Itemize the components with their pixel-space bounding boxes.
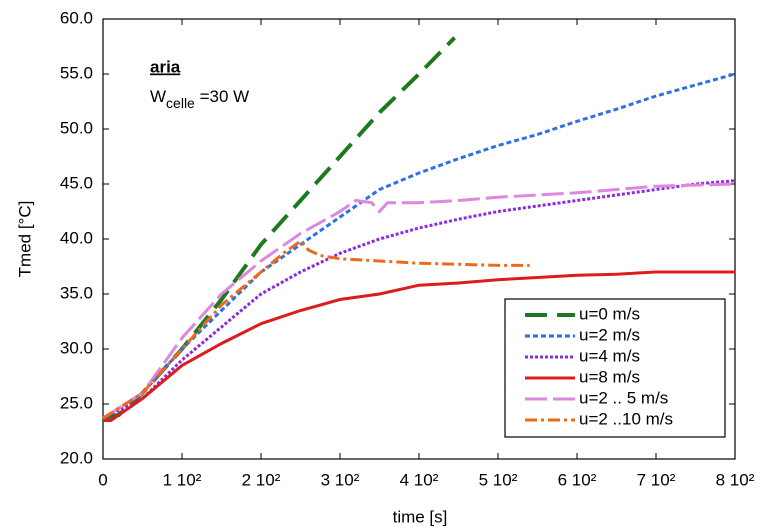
y-tick-label: 35.0	[60, 283, 93, 302]
x-tick-label: 5 10²	[479, 470, 518, 489]
y-tick-label: 20.0	[60, 448, 93, 467]
legend-box	[504, 298, 726, 438]
series-line	[102, 239, 530, 420]
legend-label: u=2 ..10 m/s	[579, 409, 673, 428]
legend-label: u=2 m/s	[579, 325, 640, 344]
x-tick-label: 6 10²	[558, 470, 597, 489]
x-tick-label: 8 10²	[716, 470, 755, 489]
y-tick-label: 50.0	[60, 118, 93, 137]
x-tick-label: 7 10²	[637, 470, 676, 489]
series-line	[103, 270, 735, 422]
annotation-part: W	[150, 87, 166, 106]
annotation: aria	[150, 57, 181, 76]
y-axis-label: Tmed [°C]	[15, 201, 34, 278]
legend-label: u=8 m/s	[579, 367, 640, 386]
annotation: Wcelle =30 W	[150, 87, 249, 110]
legend-label: u=4 m/s	[579, 346, 640, 365]
x-tick-label: 4 10²	[400, 470, 439, 489]
y-tick-label: 60.0	[60, 8, 93, 27]
series-line	[102, 72, 736, 420]
x-tick-label: 1 10²	[163, 470, 202, 489]
x-tick-label: 2 10²	[242, 470, 281, 489]
legend-label: u=2 .. 5 m/s	[579, 388, 668, 407]
y-tick-label: 40.0	[60, 228, 93, 247]
y-tick-label: 45.0	[60, 173, 93, 192]
x-axis-label: time [s]	[393, 507, 448, 526]
annotation-part: =30 W	[195, 87, 249, 106]
x-tick-label: 3 10²	[321, 470, 360, 489]
series-line	[102, 179, 736, 420]
y-tick-label: 55.0	[60, 63, 93, 82]
legend-label: u=0 m/s	[579, 304, 640, 323]
y-tick-label: 30.0	[60, 338, 93, 357]
annotation-part: celle	[166, 95, 195, 111]
y-tick-label: 25.0	[60, 393, 93, 412]
x-tick-label: 0	[98, 470, 107, 489]
series-line	[102, 182, 736, 420]
series-line	[102, 36, 457, 421]
